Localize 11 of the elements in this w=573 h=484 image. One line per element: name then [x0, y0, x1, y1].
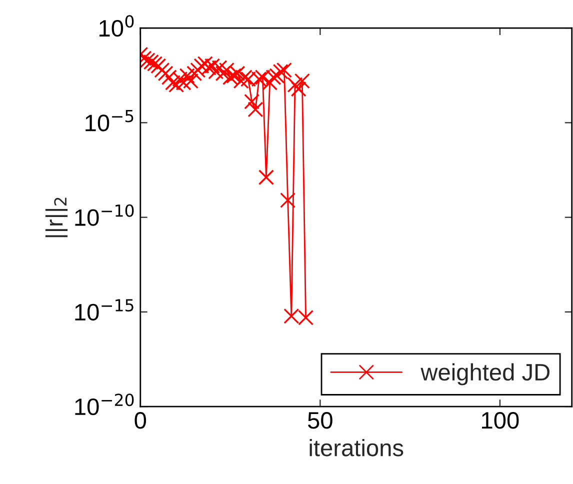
y-tick-label: 10$^{0}$ — [100, 15, 134, 37]
x-tick-label: 100 — [482, 412, 519, 429]
x-tick-label: 50 — [308, 412, 332, 429]
legend-label: weighted JD — [420, 363, 550, 386]
y-tick-label: 10$^{−5}$ — [86, 110, 134, 132]
x-tick-label: 0 — [134, 412, 146, 429]
y-axis-title: ||r||$_{2}$ — [45, 198, 68, 238]
x-axis-title: iterations — [310, 438, 404, 456]
y-tick-label: 10$^{−15}$ — [75, 299, 134, 321]
y-tick-label: 10$^{−20}$ — [75, 394, 134, 416]
y-tick-label: 10$^{−10}$ — [75, 204, 134, 226]
